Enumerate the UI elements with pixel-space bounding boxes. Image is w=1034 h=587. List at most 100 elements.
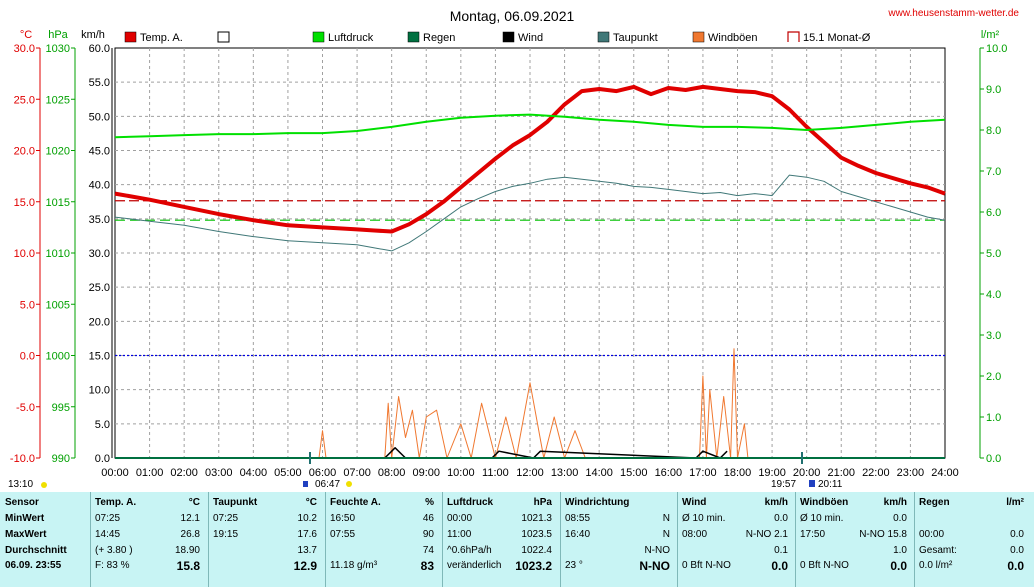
- table-cell-value: 13.7: [297, 545, 317, 556]
- moon-label: 20:11: [818, 479, 843, 490]
- table-cell-value: 18.90: [174, 545, 200, 556]
- wind-tick-label: 25.0: [89, 282, 110, 294]
- table-divider: [914, 492, 915, 587]
- table-cell-value: 0.0: [1010, 545, 1024, 556]
- table-cell-value: °C: [305, 497, 317, 508]
- chart-title: Montag, 06.09.2021: [450, 8, 575, 24]
- sunrise-label: 06:47: [315, 479, 340, 490]
- hour-tick-label: 01:00: [136, 467, 164, 479]
- rain-tick-label: 3.0: [986, 330, 1001, 342]
- table-cell-value: 1023.5: [521, 529, 552, 540]
- table-cell-value: 1.0: [893, 545, 907, 556]
- wind-tick-label: 20.0: [89, 316, 110, 328]
- table-cell-value: km/h: [883, 497, 907, 508]
- temp-tick-label: 0.0: [20, 351, 35, 363]
- table-cell-label: Gesamt:: [919, 545, 957, 556]
- table-cell-label: ^0.6hPa/h: [447, 545, 492, 556]
- sunrise-marker: [303, 481, 308, 487]
- hour-tick-label: 06:00: [309, 467, 337, 479]
- hour-tick-label: 20:00: [793, 467, 821, 479]
- rain-tick-label: 0.0: [986, 453, 1001, 465]
- table-cell-value: 0.1: [774, 545, 788, 556]
- table-cell-label: Ø 10 min.: [800, 513, 844, 524]
- legend-label: 15.1 Monat-Ø: [803, 32, 871, 44]
- table-cell-label: 19:15: [213, 529, 239, 540]
- wind-tick-label: 10.0: [89, 385, 110, 397]
- hour-tick-label: 19:00: [758, 467, 786, 479]
- wind-tick-label: 30.0: [89, 248, 110, 260]
- table-cell-label: 07:25: [213, 513, 239, 524]
- hour-tick-label: 18:00: [724, 467, 752, 479]
- table-cell-label: 07:55: [330, 529, 356, 540]
- wind-tick-label: 60.0: [89, 43, 110, 55]
- hour-tick-label: 00:00: [101, 467, 129, 479]
- legend-label: Wind: [518, 32, 543, 44]
- table-cell-value: 17.6: [297, 529, 317, 540]
- table-cell-label: 23 °: [565, 560, 583, 571]
- sun-marker: [346, 481, 352, 487]
- legend-swatch: [407, 31, 420, 43]
- legend-label: Taupunkt: [613, 32, 658, 44]
- legend-label: Temp. A.: [140, 32, 183, 44]
- table-cell-label: Luftdruck: [447, 497, 494, 508]
- table-divider: [325, 492, 326, 587]
- series-line: [114, 84, 946, 234]
- table-cell-value: N-NO 15.8: [859, 529, 907, 540]
- table-cell-label: 08:55: [565, 513, 591, 524]
- legend-swatch: [124, 31, 137, 43]
- table-cell-value: 46: [422, 513, 434, 524]
- table-cell-label: 0 Bft N-NO: [682, 560, 731, 571]
- table-cell-label: 07:25: [95, 513, 121, 524]
- table-cell-label: Ø 10 min.: [682, 513, 726, 524]
- hour-tick-label: 08:00: [378, 467, 406, 479]
- table-cell-label: Wind: [682, 497, 707, 508]
- sun-marker: [41, 482, 47, 488]
- table-cell-value: 10.2: [297, 513, 317, 524]
- table-cell-label: Temp. A.: [95, 497, 137, 508]
- wind-tick-label: 40.0: [89, 180, 110, 192]
- temp-tick-label: -5.0: [16, 402, 35, 414]
- table-cell-value: N-NO: [644, 545, 670, 556]
- table-cell-value: hPa: [533, 497, 552, 508]
- table-cell-value: 0.0: [1007, 559, 1024, 573]
- wind-tick-label: 5.0: [95, 419, 110, 431]
- pressure-tick-label: 990: [52, 453, 70, 465]
- pressure-tick-label: 1005: [46, 299, 70, 311]
- table-cell-label: 17:50: [800, 529, 826, 540]
- temp-tick-label: 5.0: [20, 299, 35, 311]
- temp-tick-label: 25.0: [14, 94, 35, 106]
- legend-swatch: [692, 31, 705, 43]
- hour-tick-label: 10:00: [447, 467, 475, 479]
- wind-tick-label: 45.0: [89, 146, 110, 158]
- series-line: [114, 174, 946, 252]
- table-cell-label: 06.09. 23:55: [5, 560, 62, 571]
- table-cell-label: 11:00: [447, 529, 472, 540]
- rain-tick-label: 1.0: [986, 412, 1001, 424]
- wind-tick-label: 15.0: [89, 351, 110, 363]
- rain-tick-label: 6.0: [986, 207, 1001, 219]
- weather-chart: Montag, 06.09.2021 www.heusenstamm-wetter…: [8, 8, 1019, 490]
- statistics-panel: [0, 492, 1034, 587]
- legend-swatch: [217, 31, 230, 43]
- table-divider: [208, 492, 209, 587]
- site-url: www.heusenstamm-wetter.de: [887, 8, 1019, 19]
- hour-tick-label: 16:00: [655, 467, 683, 479]
- wind-tick-label: 0.0: [95, 453, 110, 465]
- pressure-tick-label: 995: [52, 402, 70, 414]
- table-divider: [90, 492, 91, 587]
- table-cell-label: 16:40: [565, 529, 591, 540]
- table-cell-label: 14:45: [95, 529, 121, 540]
- table-cell-value: N: [662, 529, 670, 540]
- hour-tick-label: 11:00: [482, 467, 509, 479]
- table-cell-label: F: 83 %: [95, 560, 130, 571]
- table-divider: [795, 492, 796, 587]
- rain-tick-label: 5.0: [986, 248, 1001, 260]
- hour-tick-label: 07:00: [343, 467, 371, 479]
- pressure-unit-label: hPa: [48, 29, 68, 41]
- table-cell-value: 0.0: [774, 513, 788, 524]
- hour-tick-label: 02:00: [170, 467, 198, 479]
- table-cell-value: 83: [420, 559, 434, 573]
- pressure-tick-label: 1020: [46, 146, 70, 158]
- hour-tick-label: 15:00: [620, 467, 648, 479]
- table-cell-value: 74: [422, 545, 434, 556]
